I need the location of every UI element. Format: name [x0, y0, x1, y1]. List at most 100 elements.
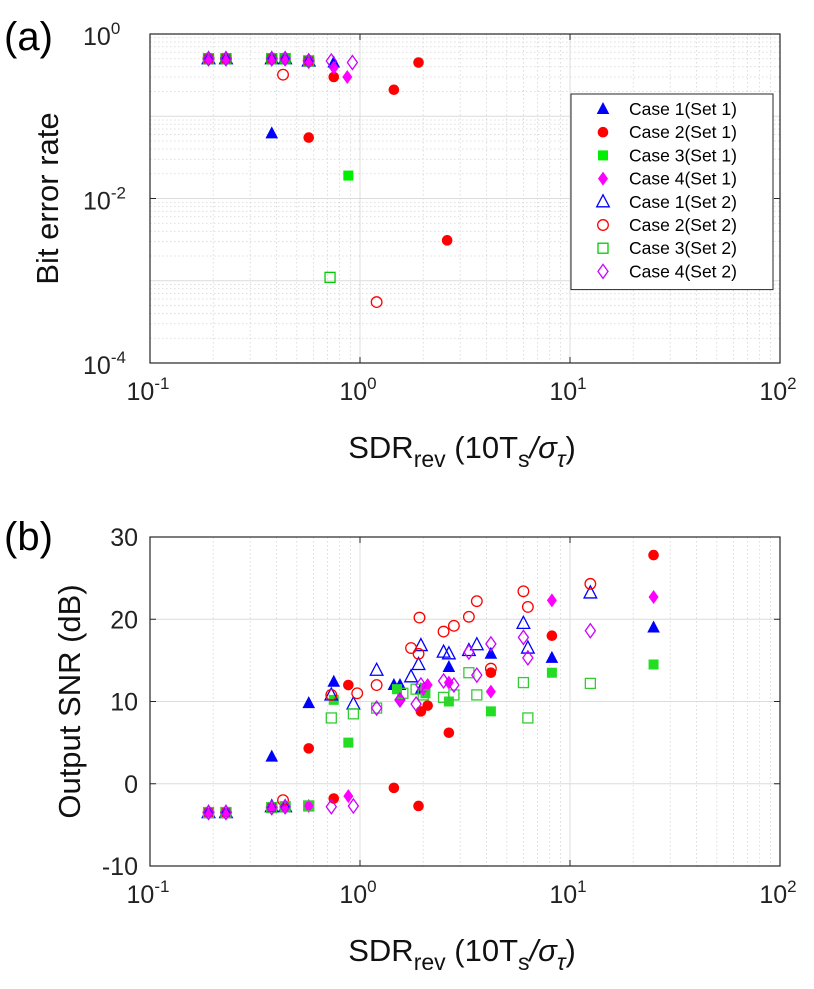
y-tick-label: -10	[102, 853, 138, 881]
data-point	[351, 687, 364, 700]
legend-label: Case 1(Set 2)	[629, 192, 737, 212]
data-point	[437, 672, 450, 690]
data-point	[437, 625, 450, 638]
data-point	[485, 706, 496, 717]
x-axis-label: SDRrev (10Ts/στ)	[348, 430, 576, 472]
data-point	[471, 667, 483, 684]
data-point	[325, 52, 338, 70]
legend-label: Case 2(Set 2)	[629, 215, 737, 235]
data-point	[448, 689, 460, 701]
panel-a: 10-1 100 101 102 10-4 10-2 100 SDRrev (10Ts/στ)…	[4, 15, 797, 472]
data-point	[443, 675, 454, 690]
data-point	[441, 645, 457, 660]
data-point	[522, 712, 534, 724]
ticks: 10-1 100 101 102 10-4 10-2 100	[83, 19, 797, 406]
legend-label: Case 4(Set 1)	[629, 169, 737, 189]
legend-item: Case 1(Set 2)	[595, 192, 737, 212]
data-point	[370, 679, 383, 692]
data-point	[303, 798, 314, 813]
data-point	[370, 699, 383, 717]
data-point	[410, 695, 422, 713]
data-point	[343, 789, 354, 804]
legend-item: Case 1(Set 1)	[596, 99, 737, 119]
data-point	[302, 52, 315, 70]
data-point	[327, 674, 341, 687]
y-axis-label: Bit error rate	[30, 112, 65, 284]
data-point	[279, 50, 291, 67]
data-point	[448, 676, 460, 694]
data-point	[394, 691, 406, 708]
data-point	[462, 610, 475, 623]
data-point	[277, 794, 289, 807]
data-point	[584, 677, 597, 690]
data-point	[648, 659, 659, 670]
data-point	[369, 661, 385, 676]
data-point	[347, 797, 360, 815]
data-point	[303, 132, 315, 143]
legend-marker	[597, 126, 609, 138]
legend-marker	[595, 193, 611, 208]
legend-marker	[597, 219, 609, 231]
data-point	[420, 688, 431, 699]
data-point	[325, 712, 337, 724]
data-point	[325, 798, 338, 815]
data-point	[422, 678, 433, 693]
data-point	[517, 585, 530, 598]
data-point	[521, 600, 534, 613]
series-case-4-set-2	[202, 622, 597, 821]
data-point	[470, 595, 483, 608]
data-point	[441, 235, 453, 246]
data-point	[520, 639, 536, 654]
data-point	[403, 668, 419, 683]
x-tick-label: 102	[759, 374, 796, 406]
data-point	[516, 614, 531, 630]
legend-label: Case 2(Set 1)	[629, 122, 737, 142]
data-point	[265, 50, 278, 67]
x-axis-label: SDRrev (10Ts/στ)	[348, 933, 576, 975]
data-point	[517, 676, 530, 689]
data-point	[582, 584, 598, 599]
data-point	[265, 749, 279, 762]
data-point	[485, 667, 497, 679]
data-point	[397, 687, 409, 699]
data-point	[202, 50, 215, 67]
legend-label: Case 3(Set 2)	[629, 238, 737, 258]
data-point	[442, 659, 456, 672]
data-point	[484, 662, 497, 675]
data-points	[201, 50, 453, 309]
y-tick-label: 20	[110, 606, 138, 634]
y-tick-label: 100	[83, 19, 120, 51]
data-point	[277, 68, 289, 81]
data-point	[343, 737, 354, 748]
legend-label: Case 3(Set 1)	[629, 145, 737, 165]
data-point	[546, 593, 557, 608]
data-point	[413, 611, 426, 624]
data-point	[415, 676, 427, 694]
data-point	[517, 629, 530, 646]
data-point	[265, 799, 278, 816]
x-tick-label: 101	[549, 374, 586, 406]
data-point	[325, 688, 338, 701]
data-point	[422, 700, 433, 711]
data-point	[346, 54, 359, 71]
legend-box	[570, 93, 774, 291]
data-point	[463, 644, 475, 661]
data-point	[303, 800, 315, 812]
data-point	[388, 84, 400, 96]
data-point	[545, 650, 559, 663]
data-point	[391, 684, 402, 695]
data-point	[546, 667, 557, 678]
y-tick-label: 10-2	[83, 184, 126, 216]
data-point	[347, 708, 360, 720]
data-point	[388, 782, 400, 794]
data-point	[279, 798, 291, 815]
panel-label: (b)	[4, 515, 53, 559]
data-point	[484, 646, 498, 659]
y-axis-label: Output SNR (dB)	[52, 584, 87, 818]
ticks: 10-1 100 101 102 -10 0 10 20 30	[102, 524, 797, 909]
x-tick-label: 100	[339, 374, 376, 406]
legend-item: Case 3(Set 1)	[598, 145, 737, 165]
data-point	[413, 637, 429, 652]
data-point	[413, 800, 424, 812]
